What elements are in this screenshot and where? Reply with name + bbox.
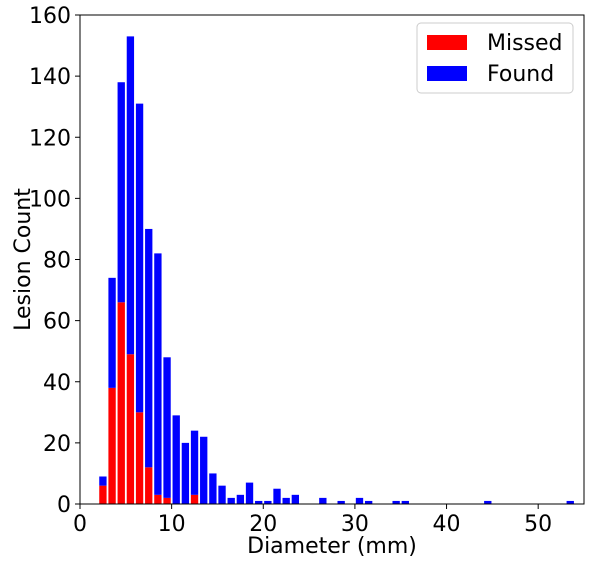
bar-found [392,500,400,504]
bar-found [227,497,235,504]
legend-swatch-missed [427,35,467,50]
bar-found [126,36,135,355]
y-axis-label: Lesion Count [11,188,36,331]
bar-found [273,488,281,504]
bar-missed [99,485,107,504]
bar-found [218,485,226,504]
y-tick-label: 0 [57,493,71,518]
bar-found [401,500,409,504]
bar-missed [108,387,116,504]
bar-found [181,442,190,504]
bar-found [291,494,300,504]
y-tick-label: 40 [43,371,71,396]
y-axis: 0 20 40 60 80 100 120 140 160 [29,4,80,518]
bar-missed [154,494,162,504]
y-tick-label: 160 [29,4,71,29]
legend-label-found: Found [487,62,554,87]
legend-label-missed: Missed [487,31,563,56]
y-tick-label: 120 [29,126,71,151]
bar-found [154,253,162,495]
bar-found [484,500,492,504]
x-tick-label: 40 [433,512,461,537]
bar-found [566,500,574,504]
y-tick-label: 60 [43,310,71,335]
y-tick-label: 80 [43,249,71,274]
bar-missed [126,354,135,504]
legend-swatch-found [427,66,467,81]
y-tick-label: 140 [29,65,71,90]
y-tick-label: 20 [43,432,71,457]
bar-missed [135,412,144,504]
bar-missed [145,467,153,504]
bar-missed [163,497,171,504]
bar-found [337,500,345,504]
x-tick-label: 50 [524,512,552,537]
bar-found [135,103,144,413]
x-tick-label: 0 [73,512,87,537]
bar-found [108,277,116,388]
bar-found [99,476,107,486]
x-tick-label: 10 [158,512,186,537]
x-axis-label: Diameter (mm) [247,534,417,559]
x-tick-label: 30 [341,512,369,537]
x-tick-label: 20 [249,512,277,537]
bar-found [319,497,327,504]
bar-found [117,82,125,303]
bar-found [255,500,263,504]
bar-found [209,473,217,504]
y-tick-label: 100 [29,187,71,212]
legend: Missed Found [416,22,574,94]
bar-found [264,500,272,504]
bar-found [163,357,171,498]
bar-found [190,430,199,495]
bar-found [200,436,208,504]
bar-missed [117,302,125,504]
bar-found [355,497,364,504]
bar-found [236,494,245,504]
bar-found [282,497,290,504]
bar-found [245,482,254,504]
bar-found [364,500,373,504]
bar-missed [190,494,199,504]
x-axis: 0 10 20 30 40 50 [73,504,552,537]
bar-found [172,415,180,504]
bars-layer [99,36,574,504]
bar-found [145,228,153,468]
